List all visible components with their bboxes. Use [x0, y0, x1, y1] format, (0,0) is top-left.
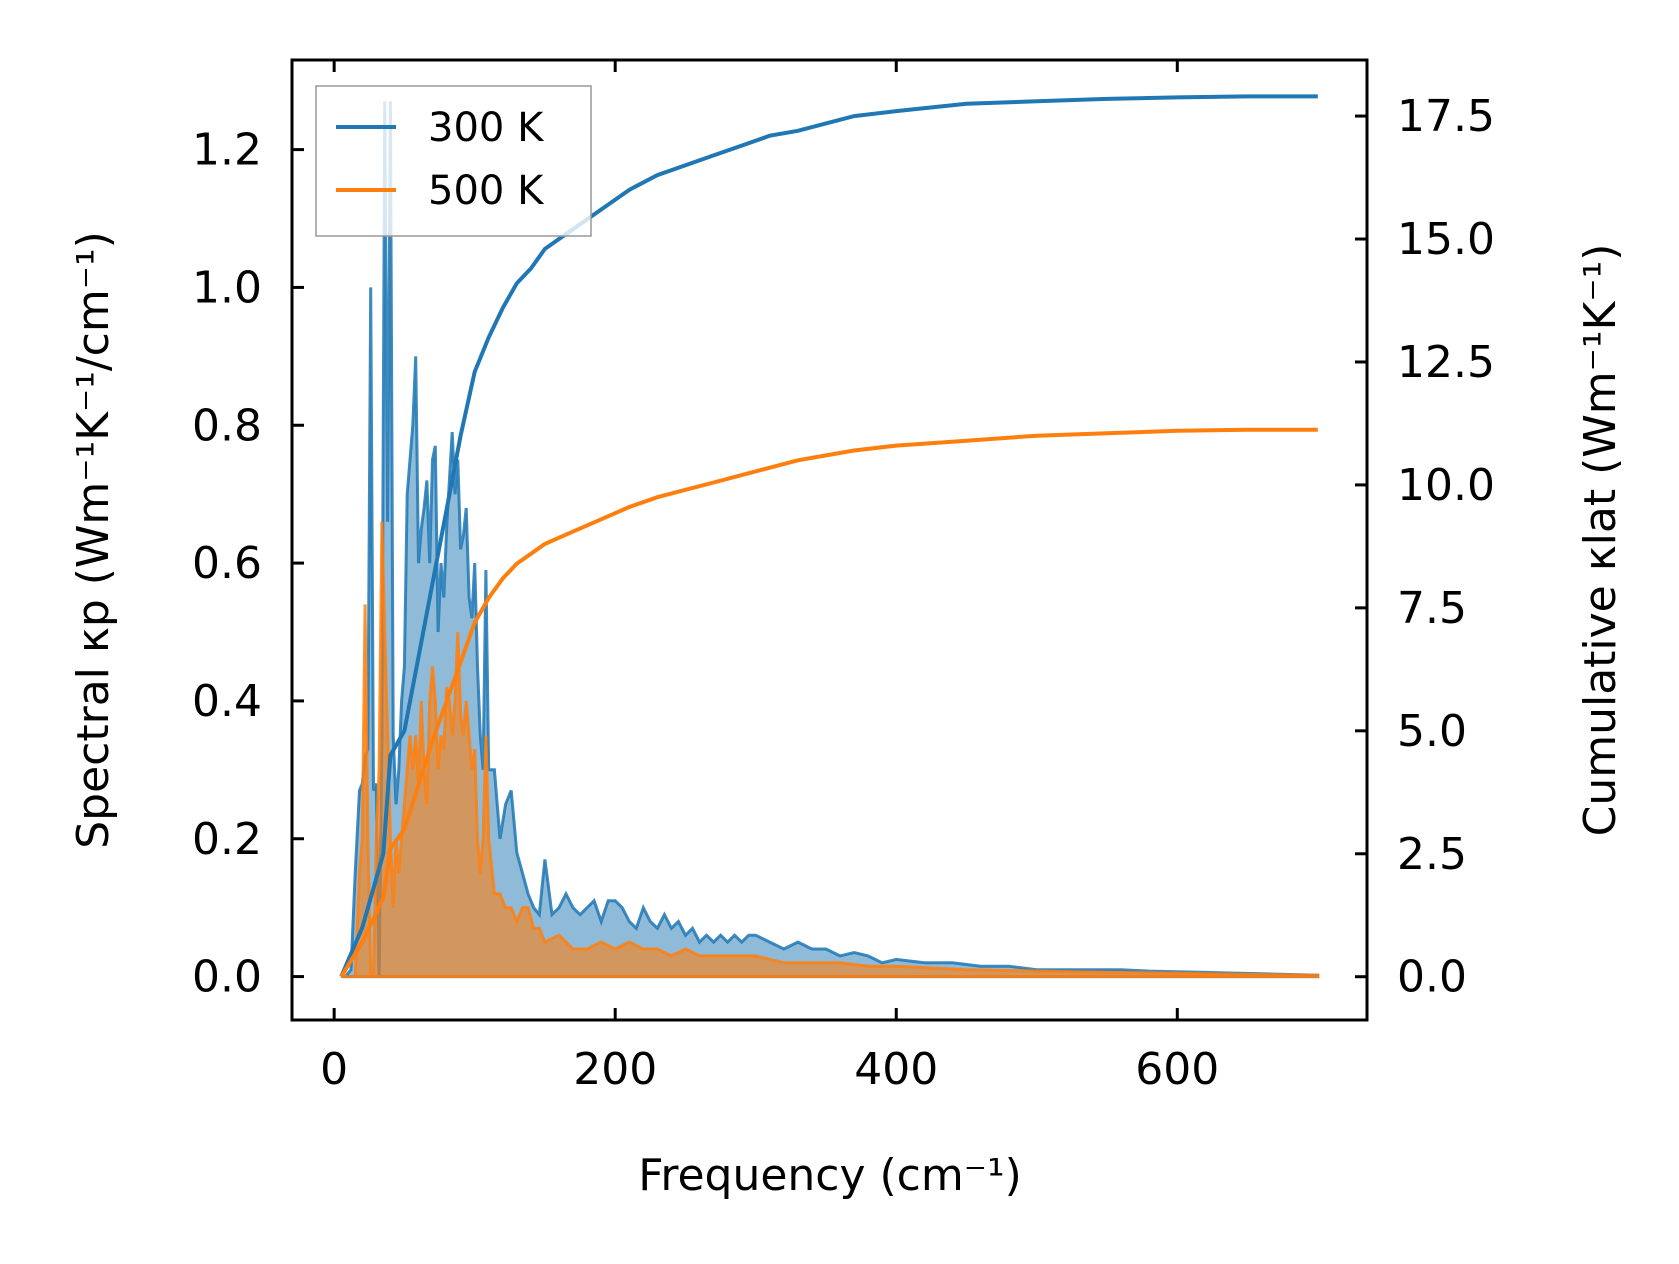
left-y-tick-label: 0.0 [192, 952, 262, 1003]
right-y-tick-label: 17.5 [1397, 91, 1495, 142]
cumulative-line-500k [339, 427, 1318, 978]
x-tick-label: 0 [320, 1044, 348, 1095]
right-y-axis-title: Cumulative κlat (Wm⁻¹K⁻¹) [1575, 244, 1626, 837]
right-y-tick-label: 12.5 [1397, 337, 1495, 388]
spectral-area-500k [341, 521, 1320, 979]
left-y-tick-label: 0.8 [192, 400, 262, 451]
right-y-tick-label: 7.5 [1397, 583, 1467, 634]
x-tick-label: 400 [854, 1044, 938, 1095]
left-y-axis-title: Spectral κp (Wm⁻¹K⁻¹/cm⁻¹) [68, 231, 119, 849]
legend-label-500k: 500 K [428, 168, 545, 214]
x-tick-label: 200 [573, 1044, 657, 1095]
left-y-tick-label: 1.0 [192, 262, 262, 313]
legend-label-300k: 300 K [428, 105, 545, 151]
right-y-axis: 0.0 2.5 5.0 7.5 10.0 12.5 15.0 17.5 [1355, 91, 1495, 1003]
legend-box [315, 85, 592, 237]
right-y-tick-label: 15.0 [1397, 214, 1495, 265]
right-y-tick-label: 5.0 [1397, 706, 1467, 757]
right-y-tick-label: 10.0 [1397, 460, 1495, 511]
plot-frame [290, 58, 1369, 1022]
right-y-tick-label: 0.0 [1397, 952, 1467, 1003]
left-y-tick-label: 0.2 [192, 814, 262, 865]
legend: 300 K 500 K [315, 85, 592, 237]
x-axis-title: Frequency (cm⁻¹) [638, 1150, 1022, 1201]
left-y-tick-label: 1.2 [192, 125, 262, 176]
cumulative-line-300k [339, 94, 1318, 978]
plot-marks [339, 94, 1320, 979]
left-y-tick-label: 0.4 [192, 676, 262, 727]
left-y-axis: 0.0 0.2 0.4 0.6 0.8 1.0 1.2 [192, 125, 304, 1003]
left-y-tick-label: 0.6 [192, 538, 262, 589]
x-axis: 0 200 400 600 [320, 60, 1219, 1095]
x-tick-label: 600 [1135, 1044, 1219, 1095]
right-y-tick-label: 2.5 [1397, 829, 1467, 880]
